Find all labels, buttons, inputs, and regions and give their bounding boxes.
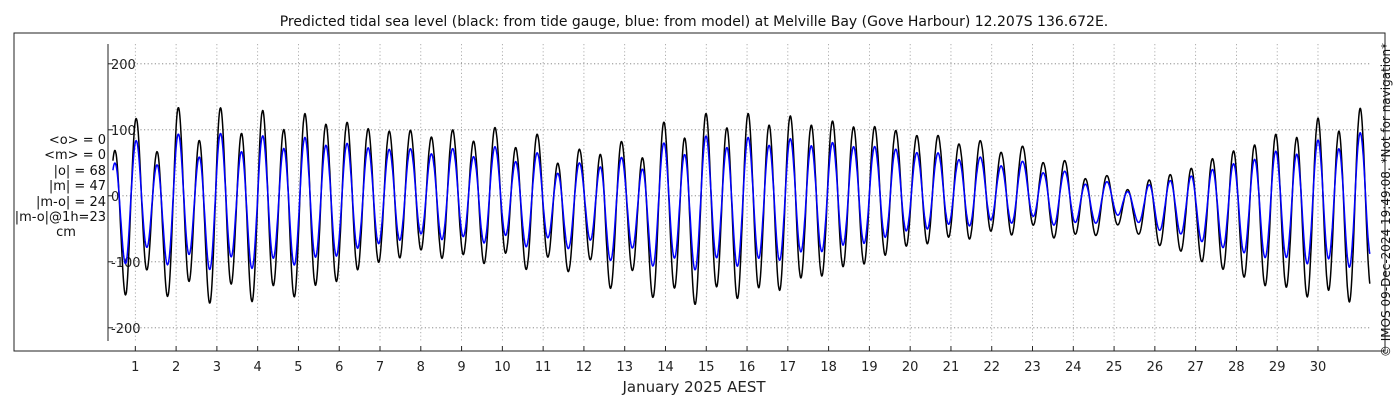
ytick-label: -200	[111, 322, 141, 337]
xtick-label: 16	[739, 360, 756, 375]
xtick-label: 24	[1065, 360, 1082, 375]
x-ticks: 1 2 3 4 5 6 7 8 9 10 11 12 13 14 15 16 17 18 19 20 21 22 23 24 2…	[131, 346, 1326, 375]
ytick-label: 0	[111, 190, 119, 205]
xtick-label: 18	[820, 360, 837, 375]
xtick-label: 14	[657, 360, 674, 375]
xtick-label: 5	[294, 360, 302, 375]
stat-unit: cm	[56, 225, 76, 241]
xtick-label: 21	[943, 360, 960, 375]
xtick-label: 20	[902, 360, 919, 375]
xtick-label: 13	[616, 360, 633, 375]
series-lines	[112, 106, 1371, 306]
stat-abs-model: |m| = 47	[48, 179, 106, 195]
xtick-label: 19	[861, 360, 878, 375]
xtick-label: 22	[983, 360, 1000, 375]
xtick-label: 8	[417, 360, 425, 375]
chart-title: Predicted tidal sea level (black: from t…	[280, 14, 1109, 30]
xtick-label: 25	[1106, 360, 1123, 375]
grid-lines	[108, 44, 1371, 341]
xtick-label: 27	[1187, 360, 1204, 375]
stat-mean-observed: <o> = 0	[48, 133, 106, 148]
series-line-tide-gauge	[112, 106, 1371, 306]
x-axis-label: January 2025 AEST	[622, 378, 767, 396]
xtick-label: 15	[698, 360, 715, 375]
xtick-label: 9	[457, 360, 465, 375]
ytick-label: 200	[111, 58, 136, 73]
ytick-label: 100	[111, 124, 136, 139]
xtick-label: 6	[335, 360, 343, 375]
xtick-label: 12	[576, 360, 593, 375]
stat-abs-difference: |m-o| = 24	[35, 194, 106, 210]
xtick-label: 7	[376, 360, 384, 375]
xtick-label: 4	[254, 360, 262, 375]
xtick-label: 17	[780, 360, 797, 375]
xtick-label: 29	[1269, 360, 1286, 375]
series-line-model	[112, 132, 1371, 271]
xtick-label: 11	[535, 360, 552, 375]
statistics-panel: <o> = 0 <m> = 0 |o| = 68 |m| = 47 |m-o| …	[6, 133, 106, 241]
stat-mean-model: <m> = 0	[44, 148, 106, 164]
xtick-label: 30	[1310, 360, 1327, 375]
copyright-text: © IMOS 09-Dec-2024 19:49:08. *Not for na…	[1379, 42, 1393, 358]
xtick-label: 2	[172, 360, 180, 375]
xtick-label: 3	[213, 360, 221, 375]
xtick-label: 10	[494, 360, 511, 375]
xtick-label: 26	[1147, 360, 1164, 375]
stat-abs-difference-1h: |m-o|@1h=23	[14, 210, 106, 226]
xtick-label: 1	[131, 360, 139, 375]
stat-abs-observed: |o| = 68	[53, 163, 106, 179]
plot-frame	[13, 32, 1386, 352]
xtick-label: 23	[1024, 360, 1041, 375]
xtick-label: 28	[1228, 360, 1245, 375]
